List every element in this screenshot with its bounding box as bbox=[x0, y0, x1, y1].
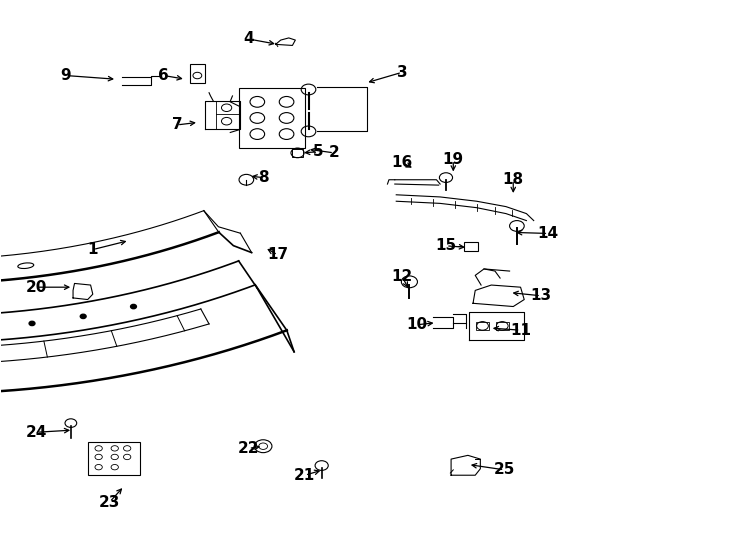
Text: 13: 13 bbox=[531, 288, 551, 303]
Text: 11: 11 bbox=[510, 323, 531, 338]
Text: 10: 10 bbox=[406, 318, 427, 332]
Circle shape bbox=[29, 321, 35, 326]
Text: 25: 25 bbox=[494, 462, 515, 477]
Text: 23: 23 bbox=[99, 495, 120, 510]
Text: 24: 24 bbox=[26, 425, 47, 440]
Text: 16: 16 bbox=[391, 155, 413, 170]
Text: 19: 19 bbox=[443, 152, 464, 167]
Text: 20: 20 bbox=[26, 280, 47, 295]
Text: 5: 5 bbox=[313, 144, 323, 159]
Text: 4: 4 bbox=[243, 31, 254, 46]
Text: 3: 3 bbox=[397, 65, 407, 80]
Text: 1: 1 bbox=[87, 242, 98, 257]
Text: 18: 18 bbox=[503, 172, 524, 187]
Text: 15: 15 bbox=[435, 238, 457, 253]
Text: 17: 17 bbox=[267, 247, 288, 262]
Text: 22: 22 bbox=[238, 441, 259, 456]
Text: 7: 7 bbox=[172, 118, 182, 132]
Text: 14: 14 bbox=[538, 226, 559, 241]
Text: 2: 2 bbox=[329, 145, 339, 160]
Circle shape bbox=[131, 305, 137, 309]
Text: 12: 12 bbox=[391, 269, 413, 284]
Text: 21: 21 bbox=[294, 468, 316, 483]
Circle shape bbox=[80, 314, 86, 319]
Text: 6: 6 bbox=[159, 68, 169, 83]
Text: 9: 9 bbox=[60, 68, 71, 83]
Text: 8: 8 bbox=[258, 170, 269, 185]
